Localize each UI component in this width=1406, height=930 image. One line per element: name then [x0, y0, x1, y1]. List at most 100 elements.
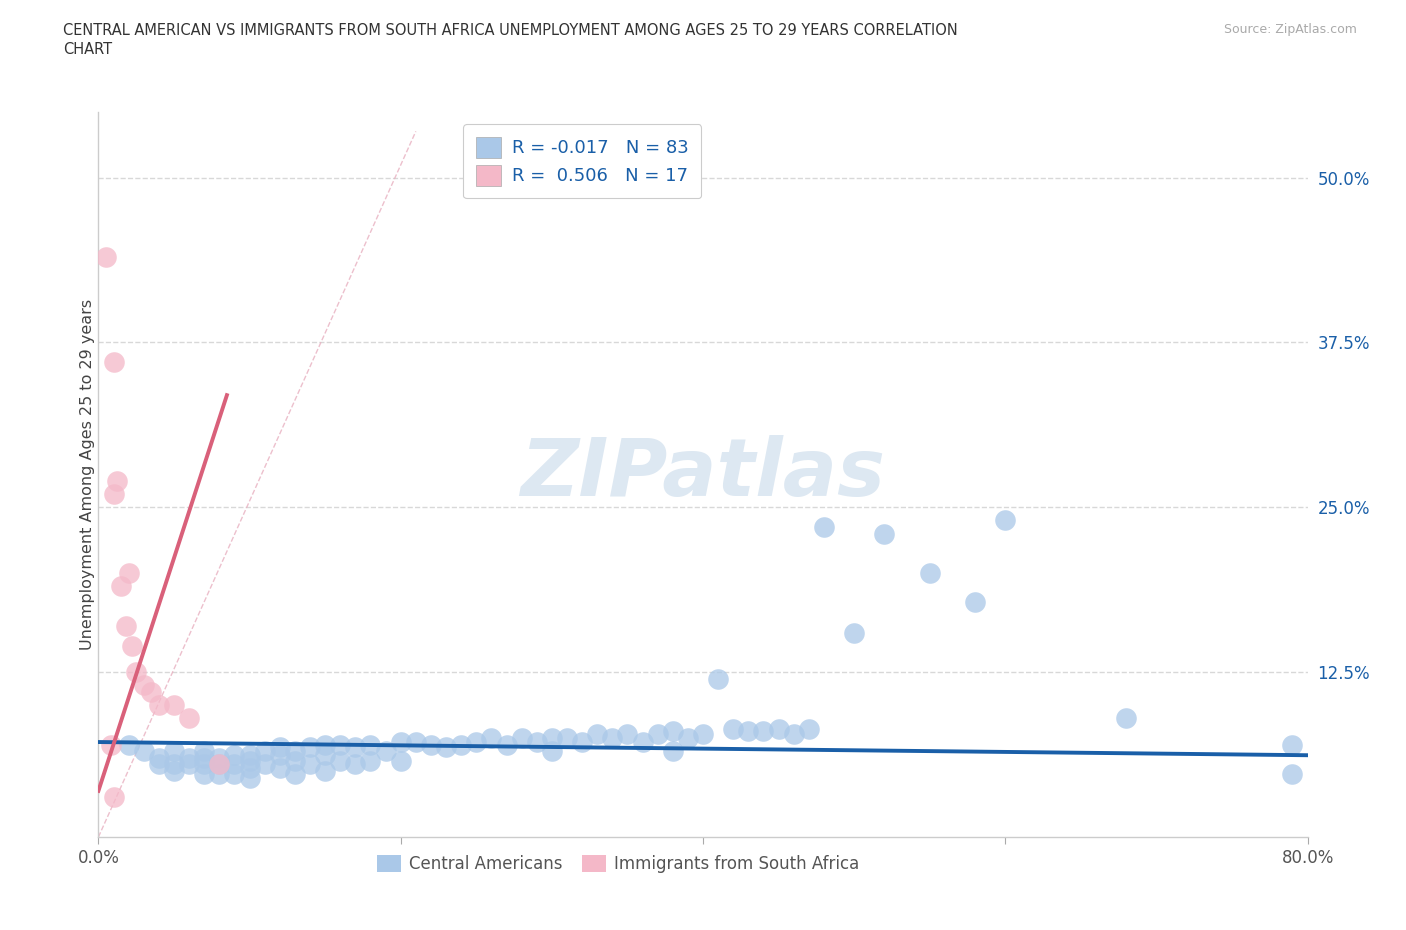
Point — [661, 744, 683, 759]
Point — [224, 766, 246, 781]
Point — [224, 757, 246, 772]
Point — [239, 748, 262, 763]
Point — [208, 751, 231, 765]
Point — [163, 764, 186, 778]
Point — [269, 748, 291, 763]
Point — [179, 711, 201, 725]
Point — [571, 735, 593, 750]
Point — [193, 751, 215, 765]
Point — [647, 726, 669, 741]
Point — [118, 565, 141, 580]
Point — [148, 757, 170, 772]
Point — [148, 751, 170, 765]
Point — [1115, 711, 1137, 725]
Point — [752, 724, 775, 739]
Point — [344, 757, 367, 772]
Point — [94, 249, 117, 264]
Point — [125, 665, 148, 680]
Point — [329, 753, 352, 768]
Point — [100, 737, 122, 752]
Point — [540, 744, 562, 759]
Point — [132, 678, 155, 693]
Text: Source: ZipAtlas.com: Source: ZipAtlas.com — [1223, 23, 1357, 36]
Point — [526, 735, 548, 750]
Point — [465, 735, 488, 750]
Point — [103, 790, 125, 804]
Point — [374, 744, 396, 759]
Point — [965, 595, 987, 610]
Text: ZIPatlas: ZIPatlas — [520, 435, 886, 513]
Point — [314, 748, 336, 763]
Text: CHART: CHART — [63, 42, 112, 57]
Point — [450, 737, 472, 752]
Point — [813, 520, 835, 535]
Point — [269, 761, 291, 776]
Point — [994, 513, 1017, 528]
Point — [179, 757, 201, 772]
Point — [105, 473, 128, 488]
Point — [676, 731, 699, 746]
Point — [193, 744, 215, 759]
Point — [163, 698, 186, 712]
Point — [723, 722, 745, 737]
Point — [239, 753, 262, 768]
Point — [208, 766, 231, 781]
Point — [193, 757, 215, 772]
Point — [434, 740, 457, 755]
Point — [118, 737, 141, 752]
Point — [420, 737, 443, 752]
Text: CENTRAL AMERICAN VS IMMIGRANTS FROM SOUTH AFRICA UNEMPLOYMENT AMONG AGES 25 TO 2: CENTRAL AMERICAN VS IMMIGRANTS FROM SOUT… — [63, 23, 957, 38]
Point — [299, 757, 322, 772]
Point — [299, 740, 322, 755]
Point — [405, 735, 427, 750]
Point — [737, 724, 759, 739]
Point — [163, 744, 186, 759]
Point — [253, 757, 276, 772]
Point — [495, 737, 517, 752]
Point — [239, 761, 262, 776]
Point — [873, 526, 896, 541]
Point — [783, 726, 806, 741]
Point — [797, 722, 820, 737]
Point — [208, 757, 231, 772]
Point — [148, 698, 170, 712]
Point — [314, 764, 336, 778]
Point — [141, 684, 163, 699]
Point — [510, 731, 533, 746]
Point — [103, 486, 125, 501]
Point — [1281, 766, 1303, 781]
Point — [360, 737, 382, 752]
Y-axis label: Unemployment Among Ages 25 to 29 years: Unemployment Among Ages 25 to 29 years — [80, 299, 94, 650]
Point — [555, 731, 578, 746]
Point — [389, 753, 412, 768]
Point — [314, 737, 336, 752]
Point — [768, 722, 790, 737]
Point — [389, 735, 412, 750]
Point — [239, 770, 262, 785]
Point — [481, 731, 503, 746]
Point — [110, 579, 132, 594]
Point — [707, 671, 730, 686]
Point — [284, 766, 307, 781]
Point — [284, 744, 307, 759]
Point — [631, 735, 654, 750]
Point — [692, 726, 714, 741]
Point — [269, 740, 291, 755]
Point — [540, 731, 562, 746]
Point — [193, 766, 215, 781]
Point — [163, 757, 186, 772]
Point — [103, 354, 125, 369]
Point — [132, 744, 155, 759]
Point — [253, 744, 276, 759]
Point — [1281, 737, 1303, 752]
Point — [114, 618, 136, 633]
Point — [661, 724, 683, 739]
Point — [344, 740, 367, 755]
Point — [586, 726, 609, 741]
Point — [844, 625, 866, 640]
Point — [284, 753, 307, 768]
Point — [224, 748, 246, 763]
Legend: Central Americans, Immigrants from South Africa: Central Americans, Immigrants from South… — [371, 848, 866, 880]
Point — [360, 753, 382, 768]
Point — [616, 726, 638, 741]
